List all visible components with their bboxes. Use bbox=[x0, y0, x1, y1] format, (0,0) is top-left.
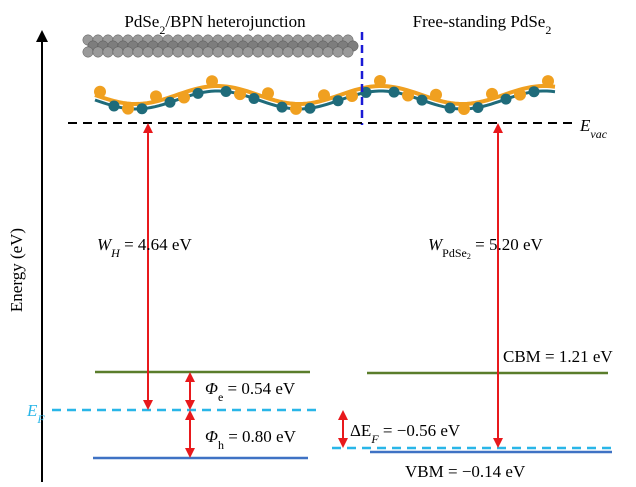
bpn-atom bbox=[162, 46, 174, 58]
vbm-label: VBM = −0.14 eV bbox=[405, 462, 526, 481]
bpn-atom bbox=[332, 46, 344, 58]
vacuum-label: Evac bbox=[579, 116, 608, 141]
se-atom bbox=[150, 90, 162, 103]
pd-atom bbox=[444, 102, 456, 114]
bpn-atom bbox=[342, 46, 354, 58]
fermi-label: EF bbox=[26, 401, 45, 426]
bpn-atom bbox=[262, 46, 274, 58]
se-atom bbox=[262, 87, 274, 100]
pd-atom bbox=[136, 103, 148, 115]
bpn-atom bbox=[242, 46, 254, 58]
left-title: PdSe2/BPN heterojunction bbox=[124, 12, 306, 37]
pd-atom bbox=[528, 86, 540, 98]
bpn-atom bbox=[102, 46, 114, 58]
bpn-atom bbox=[142, 46, 154, 58]
bpn-atom bbox=[112, 46, 124, 58]
pd-atom bbox=[304, 102, 316, 114]
phi-e-label: Φe = 0.54 eV bbox=[205, 379, 296, 404]
bpn-atom bbox=[212, 46, 224, 58]
pd-atom bbox=[192, 87, 204, 99]
se-atom bbox=[234, 88, 246, 101]
bpn-atom bbox=[132, 46, 144, 58]
se-atom bbox=[178, 91, 190, 104]
bpn-atom bbox=[122, 46, 134, 58]
bpn-atom bbox=[202, 46, 214, 58]
phi-h-label: Φh = 0.80 eV bbox=[205, 427, 297, 452]
bpn-atom bbox=[312, 46, 324, 58]
pd-atom bbox=[248, 92, 260, 104]
pd-atom bbox=[108, 100, 120, 112]
bpn-atom bbox=[182, 46, 194, 58]
pd-atom bbox=[472, 101, 484, 113]
se-atom bbox=[486, 87, 498, 100]
pd-atom bbox=[388, 86, 400, 98]
bpn-atom bbox=[292, 46, 304, 58]
work-h-label: WH = 4.64 eV bbox=[97, 235, 192, 260]
pd-atom bbox=[416, 94, 428, 106]
atomic-structure bbox=[82, 34, 556, 115]
pd-atom bbox=[500, 93, 512, 105]
se-atom bbox=[346, 90, 358, 103]
bpn-atom bbox=[92, 46, 104, 58]
bpn-atom bbox=[272, 46, 284, 58]
pd-atom bbox=[332, 95, 344, 107]
se-atom bbox=[514, 88, 526, 101]
se-atom bbox=[318, 89, 330, 102]
pd-atom bbox=[276, 101, 288, 113]
work-pdse2-label: WPdSe2 = 5.20 eV bbox=[428, 235, 543, 261]
bpn-atom bbox=[192, 46, 204, 58]
bpn-atom bbox=[252, 46, 264, 58]
se-atom bbox=[402, 89, 414, 102]
bpn-atom bbox=[82, 46, 94, 58]
se-atom bbox=[94, 85, 106, 98]
bpn-atom bbox=[152, 46, 164, 58]
bpn-atom bbox=[172, 46, 184, 58]
bpn-atom bbox=[282, 46, 294, 58]
bpn-atom bbox=[322, 46, 334, 58]
se-atom bbox=[206, 75, 218, 88]
cbm-label: CBM = 1.21 eV bbox=[503, 347, 613, 366]
se-atom bbox=[458, 102, 470, 115]
delta-ef-label: ΔEF = −0.56 eV bbox=[350, 421, 461, 446]
se-atom bbox=[290, 102, 302, 115]
right-title: Free-standing PdSe2 bbox=[413, 12, 552, 37]
bpn-atom bbox=[232, 46, 244, 58]
pd-atom bbox=[220, 85, 232, 97]
y-axis-label: Energy (eV) bbox=[7, 228, 26, 312]
pd-atom bbox=[164, 96, 176, 108]
se-atom bbox=[374, 75, 386, 88]
bpn-atom bbox=[222, 46, 234, 58]
se-atom bbox=[430, 88, 442, 101]
se-atom bbox=[542, 75, 554, 88]
se-atom bbox=[122, 102, 134, 115]
bpn-atom bbox=[302, 46, 314, 58]
